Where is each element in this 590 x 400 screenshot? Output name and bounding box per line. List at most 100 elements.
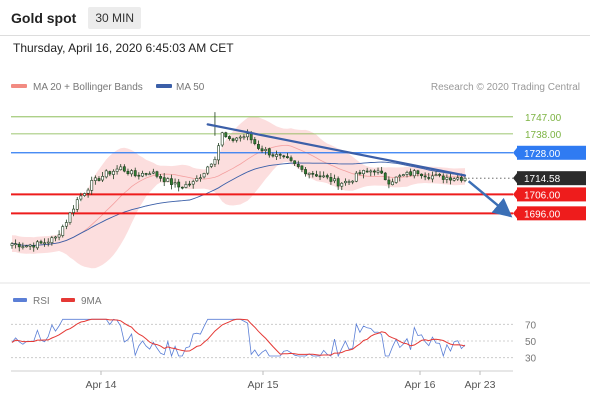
candle-body <box>155 171 159 177</box>
candle <box>112 169 115 180</box>
candle <box>398 173 402 182</box>
candle-body <box>220 132 224 146</box>
credit-text: Research © 2020 Trading Central <box>431 82 580 93</box>
level-lines <box>11 116 513 215</box>
candle <box>340 181 344 191</box>
candle-body <box>122 166 126 172</box>
candle <box>333 174 336 184</box>
candle-body <box>61 226 65 236</box>
candle-body <box>289 157 293 161</box>
candle <box>351 180 355 185</box>
candle-body <box>311 173 315 175</box>
candle <box>307 172 311 179</box>
candle <box>463 175 467 183</box>
candle <box>369 169 373 177</box>
candle <box>83 192 86 197</box>
candle-body <box>104 170 108 178</box>
candle-body <box>449 177 452 181</box>
candle-body <box>434 174 438 177</box>
candle-body <box>235 137 239 141</box>
candle <box>391 178 394 186</box>
candle <box>93 175 97 185</box>
time-axis-ticks: Apr 14 Apr 15 Apr 16 Apr 23 <box>86 371 496 391</box>
level-label-box <box>517 187 586 202</box>
candle <box>434 171 438 177</box>
level-label-box <box>517 171 586 186</box>
forecast-arrow <box>467 180 513 218</box>
candle <box>122 164 126 173</box>
candle <box>430 171 434 183</box>
candle-body <box>32 245 36 248</box>
candle-body <box>423 175 427 178</box>
candle-body <box>228 136 231 139</box>
candle <box>304 167 307 177</box>
candle-body <box>427 177 431 179</box>
candle-body <box>405 171 409 175</box>
candle <box>449 173 452 185</box>
candle-body <box>191 181 195 185</box>
candle-body <box>137 174 141 177</box>
level-label-box <box>517 206 586 221</box>
candle <box>104 169 108 179</box>
candle <box>405 170 409 178</box>
candle-body <box>209 163 213 167</box>
main-legend: MA 20 + Bollinger Bands MA 50 Research ©… <box>11 82 580 93</box>
candle <box>409 168 413 177</box>
candle <box>195 175 199 183</box>
candle-body <box>300 165 304 170</box>
level-label-pointer <box>513 147 517 158</box>
candle <box>286 152 289 159</box>
time-axis-label: Apr 16 <box>405 379 436 391</box>
candle <box>242 134 246 140</box>
candle-body <box>376 170 380 173</box>
candle <box>456 174 460 181</box>
candle-body <box>398 175 402 178</box>
candle-body <box>238 136 242 139</box>
candle-body <box>112 170 115 175</box>
candle-body <box>224 132 228 138</box>
candle-body <box>57 234 61 238</box>
candle-body <box>278 153 282 156</box>
candle-body <box>17 243 21 248</box>
candle <box>289 155 293 163</box>
candle <box>365 167 369 173</box>
candle-body <box>242 136 246 139</box>
candle <box>238 135 242 142</box>
level-label: 1728.00 <box>524 149 561 160</box>
candle-body <box>394 176 398 183</box>
time-axis-label: Apr 15 <box>248 379 279 391</box>
candle <box>180 186 184 190</box>
candle <box>412 169 416 179</box>
candle-body <box>445 177 449 180</box>
candle-body <box>39 241 43 244</box>
candle-body <box>362 170 365 175</box>
candle <box>224 131 228 138</box>
candle <box>57 230 61 241</box>
candle-body <box>333 178 336 182</box>
candle <box>228 135 231 141</box>
candle <box>336 176 340 190</box>
candle-body <box>282 155 286 158</box>
candle <box>151 168 155 175</box>
candle-body <box>318 175 322 178</box>
candle <box>354 170 358 183</box>
rsi-grid: 70 50 30 <box>11 320 537 365</box>
level-label: 1706.00 <box>524 190 561 201</box>
candle-body <box>195 178 199 182</box>
candle <box>293 160 297 167</box>
candle-body <box>46 241 50 244</box>
candle-body <box>93 177 97 181</box>
candle <box>39 239 43 245</box>
legend-label-ma50: MA 50 <box>176 82 205 93</box>
candle-body <box>50 237 54 243</box>
candle-body <box>401 174 405 177</box>
candle-body <box>119 166 123 171</box>
legend-label-9ma: 9MA <box>81 296 102 307</box>
candle <box>162 173 166 187</box>
candle <box>17 241 21 252</box>
candle-body <box>293 160 297 164</box>
candle-body <box>108 171 112 175</box>
candle-body <box>166 178 170 182</box>
candle-body <box>144 173 148 175</box>
timeframe-badge[interactable]: 30 MIN <box>88 7 142 29</box>
